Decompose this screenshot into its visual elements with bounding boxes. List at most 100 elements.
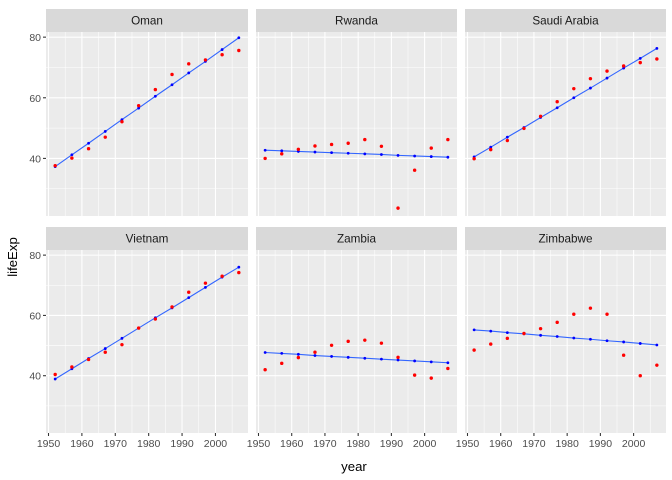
fitted-point (263, 148, 267, 152)
observed-point (280, 152, 284, 156)
observed-point (505, 336, 510, 341)
fit-line-saudi-arabia (473, 47, 658, 158)
observed-point (296, 147, 301, 152)
fitted-point (605, 339, 609, 343)
strip-vietnam (46, 227, 248, 250)
fitted-point (446, 361, 450, 365)
observed-point (363, 338, 367, 342)
observed-point (489, 342, 493, 346)
x-tick-label: 1960 (489, 438, 513, 450)
fitted-point (589, 337, 592, 341)
strip-label-vietnam: Vietnam (126, 233, 169, 246)
observed-point (588, 76, 593, 81)
observed-point (555, 100, 559, 104)
fit-line-oman (54, 37, 240, 168)
panel-background-saudi-arabia (465, 32, 666, 216)
strip-label-zambia: Zambia (337, 233, 376, 246)
panel-background-vietnam (46, 250, 248, 433)
fitted-point (330, 151, 333, 155)
fitted-point (204, 285, 207, 289)
observed-point (70, 365, 74, 369)
panel-zambia: Zambia (256, 227, 457, 433)
observed-point (621, 353, 626, 357)
x-tick-label: 1950 (247, 438, 271, 450)
observed-point (429, 146, 433, 150)
fitted-point (505, 331, 509, 335)
observed-point (538, 326, 543, 331)
panel-saudi-arabia: Saudi Arabia (465, 9, 666, 216)
observed-point (588, 306, 593, 310)
strip-label-zimbabwe: Zimbabwe (539, 233, 593, 246)
observed-point (53, 372, 57, 377)
y-tick-label: 60 (29, 310, 41, 322)
strip-oman (46, 9, 248, 32)
fit-line-rwanda (265, 149, 448, 158)
observed-point (522, 331, 526, 336)
observed-point (363, 137, 367, 142)
x-tick-label: 1970 (104, 438, 128, 450)
fitted-point (638, 56, 642, 60)
x-tick-label: 1950 (456, 438, 480, 450)
observed-point (153, 87, 158, 92)
fitted-point (103, 130, 107, 133)
observed-point (429, 376, 433, 380)
fitted-point (413, 359, 417, 363)
fitted-point (555, 106, 559, 110)
observed-point (638, 60, 642, 65)
x-tick-label: 1990 (170, 438, 194, 450)
observed-point (505, 138, 510, 143)
observed-point (203, 281, 208, 285)
x-tick-label: 1990 (380, 438, 404, 450)
observed-point (655, 57, 659, 61)
x-tick-label: 2000 (413, 438, 437, 450)
fitted-point (396, 358, 400, 362)
fitted-point (346, 151, 350, 155)
fitted-point (70, 153, 74, 157)
observed-point (605, 312, 609, 316)
observed-point (412, 373, 417, 377)
observed-point (103, 350, 107, 354)
observed-point (187, 290, 191, 294)
fitted-point (539, 333, 542, 337)
fitted-point (605, 76, 609, 80)
fitted-point (53, 377, 57, 381)
fitted-point (638, 342, 642, 345)
observed-point (203, 58, 208, 62)
fitted-point (237, 36, 241, 40)
observed-point (346, 339, 350, 344)
fitted-point (572, 96, 576, 100)
fitted-point (313, 150, 317, 154)
observed-point (280, 361, 284, 366)
panel-oman: Oman (46, 9, 248, 216)
fitted-point (170, 83, 174, 87)
fitted-point (489, 145, 493, 149)
observed-point (313, 350, 317, 354)
observed-point (120, 342, 124, 347)
fitted-point (280, 149, 284, 153)
x-tick-label: 1960 (70, 438, 94, 450)
panel-background-zambia (256, 250, 457, 433)
strip-label-rwanda: Rwanda (335, 15, 378, 28)
fitted-point (87, 141, 90, 145)
fitted-point (346, 355, 350, 359)
y-axis-title: lifeExp (5, 237, 20, 277)
observed-point (572, 86, 576, 91)
observed-point (237, 48, 241, 53)
observed-point (187, 62, 191, 66)
fitted-point (187, 71, 191, 75)
observed-point (86, 147, 91, 151)
observed-point (396, 206, 400, 210)
y-tick-label: 40 (29, 371, 41, 383)
fitted-point (237, 265, 241, 269)
fit-line-zimbabwe (474, 329, 657, 346)
fitted-point (472, 328, 476, 332)
panel-zimbabwe: Zimbabwe (465, 227, 666, 433)
fitted-point (153, 94, 157, 98)
observed-point (103, 135, 107, 139)
observed-point (638, 374, 642, 378)
strip-zimbabwe (465, 227, 666, 250)
observed-point (446, 137, 450, 142)
fitted-point (220, 48, 224, 51)
x-tick-label: 2000 (622, 438, 646, 450)
fitted-point (489, 329, 493, 333)
